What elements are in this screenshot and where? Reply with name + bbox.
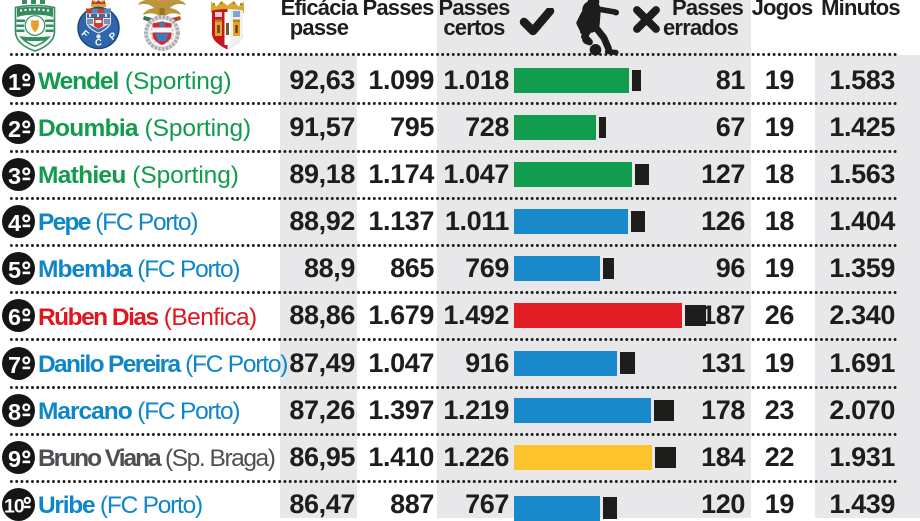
- svg-text:3: 3: [7, 163, 20, 189]
- svg-text:8: 8: [7, 399, 20, 425]
- svg-text:F: F: [79, 28, 91, 40]
- svg-text:1: 1: [7, 69, 20, 95]
- svg-text:4: 4: [7, 210, 20, 236]
- svg-text:6: 6: [7, 304, 20, 330]
- svg-text:C: C: [95, 38, 102, 49]
- svg-text:9: 9: [7, 446, 20, 472]
- svg-text:2: 2: [7, 116, 20, 142]
- svg-text:7: 7: [7, 352, 20, 378]
- svg-text:5: 5: [7, 257, 20, 283]
- svg-text:10: 10: [4, 496, 25, 518]
